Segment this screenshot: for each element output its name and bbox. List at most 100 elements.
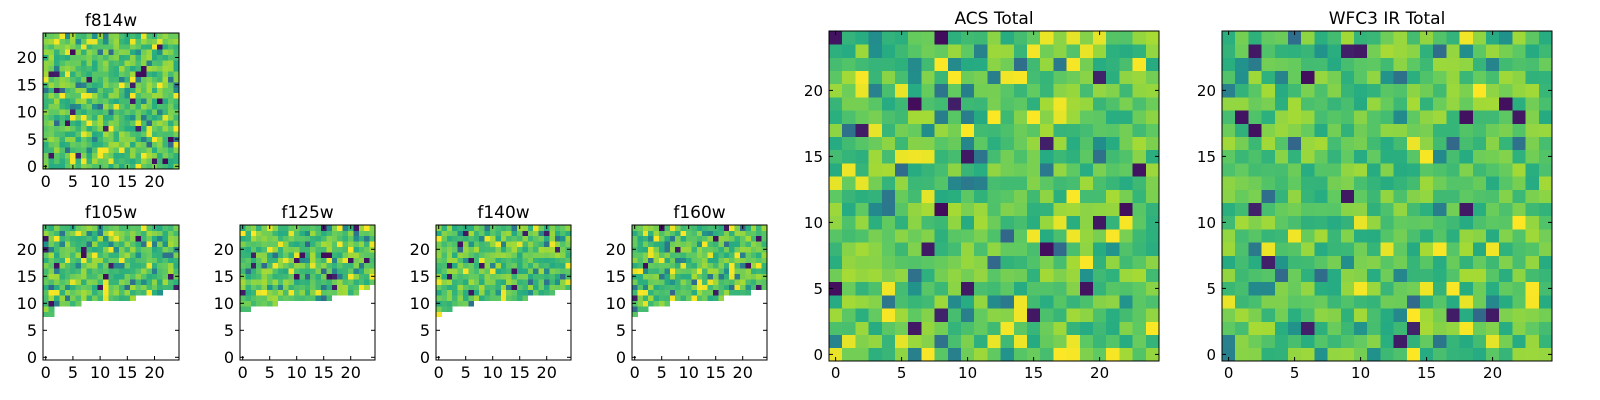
heatmap-cell [119,38,125,45]
heatmap-cell [1066,149,1081,164]
heatmap-cell [1420,149,1434,164]
heatmap-cell [162,92,169,99]
heatmap-cell [1420,136,1434,151]
axes-frame [42,32,180,170]
heatmap-cell [881,163,896,177]
heatmap-cell [463,279,469,285]
heatmap-cell [1538,163,1553,177]
heatmap-cell [457,235,464,242]
heatmap-cell [1132,202,1147,217]
heatmap-cell [59,257,66,264]
heatmap-cell [761,225,768,231]
heatmap-cells [829,31,1160,362]
heatmap-cell [91,235,98,242]
heatmap-cell [1354,202,1368,217]
heatmap-cell [369,268,376,274]
heatmap-cell [1040,229,1054,243]
heatmap-cell [761,241,768,247]
heatmap-cell [961,202,975,217]
heatmap-cell [1301,44,1315,58]
heatmap-cell [1013,123,1028,137]
heatmap-cell [1235,149,1249,164]
heatmap-cell [151,114,158,121]
heatmap-cell [1433,57,1447,71]
heatmap-cell [168,65,174,72]
heatmap-cell [734,252,741,258]
heatmap-cell [1040,255,1054,269]
heatmap-cell [637,279,644,285]
heatmap-cell [517,235,523,242]
heatmap-cell [256,279,262,285]
heatmap-cell [157,103,164,110]
heatmap-cell [43,98,49,105]
x-tick-label: 0 [1224,364,1234,382]
heatmap-cell [691,246,698,253]
heatmap-cell [517,262,523,269]
heatmap-cell [124,76,131,83]
heatmap-cell [1301,163,1315,177]
heatmap-cell [146,141,153,148]
heatmap-cell [326,246,333,253]
heatmap-cell [353,289,360,296]
heatmap-cell [1393,255,1408,269]
heatmap-cell [452,246,458,253]
heatmap-cell [1301,321,1315,335]
heatmap-cell [723,225,730,231]
x-tick-label: 0 [41,363,51,382]
heatmap-cell [91,87,98,94]
heatmap-cell [686,273,692,280]
heatmap-cell [648,252,654,258]
heatmap-cell [108,109,115,115]
heatmap-cell [53,279,60,285]
heatmap-cell [1538,31,1553,45]
heatmap-cell [1327,295,1342,309]
heatmap-cell [1314,83,1328,98]
heatmap-cell [130,98,136,105]
heatmap-cell [1145,163,1160,177]
heatmap-cell [256,257,262,264]
heatmap-cell [1106,31,1120,45]
heatmap-cell [97,54,104,61]
heatmap-cell [452,284,458,291]
heatmap-cell [59,87,66,94]
heatmap-cell [162,130,169,137]
heatmap-cell [527,262,534,269]
heatmap-cell [868,31,883,45]
heatmap-cell [664,284,671,291]
heatmap-cell [135,289,142,296]
heatmap-cell [1053,229,1067,243]
heatmap-cell [86,289,93,296]
heatmap-cell [1525,189,1540,203]
heatmap-cell [1079,321,1094,335]
heatmap-cell [1027,136,1041,151]
heatmap-cell [1145,215,1160,230]
heatmap-cell [310,279,316,285]
heatmap-cell [842,308,856,322]
heatmap-cell [1499,123,1513,137]
heatmap-cell [75,49,82,56]
heatmap-cell [1446,163,1460,177]
heatmap-cell [1367,44,1381,58]
heatmap-cell [686,257,692,264]
heatmap-cell [855,215,869,230]
heatmap-cell [1486,110,1500,124]
heatmap-cell [108,92,115,99]
heatmap-cell [961,83,975,98]
heatmap-cell [59,33,66,39]
heatmap-cell [1420,268,1434,283]
heatmap-cell [1380,268,1394,283]
heatmap-cell [299,230,306,237]
heatmap-cell [157,273,164,280]
heatmap-cell [64,163,71,170]
heatmap-cell [108,246,115,253]
heatmap-cell [544,273,550,280]
heatmap-cell [48,103,55,110]
heatmap-cell [108,98,115,105]
heatmap-cell [829,229,843,243]
heatmap-cell [908,83,922,98]
heatmap-cell [1261,295,1276,309]
heatmap-cell [560,279,566,285]
heatmap-cell [441,289,448,296]
heatmap-cell [718,252,725,258]
heatmap-cell [1119,268,1133,283]
